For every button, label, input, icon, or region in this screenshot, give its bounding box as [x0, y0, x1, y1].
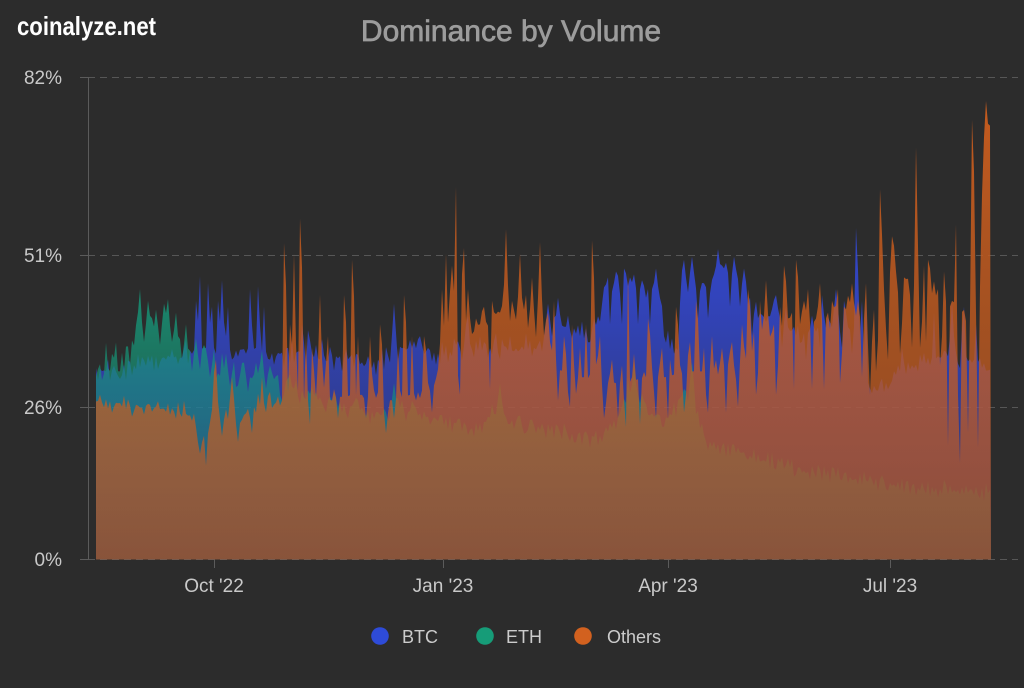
svg-text:Dominance by Volume: Dominance by Volume [361, 15, 661, 48]
svg-text:51%: 51% [24, 246, 62, 267]
svg-text:BTC: BTC [402, 627, 438, 647]
svg-text:26%: 26% [24, 398, 62, 419]
svg-text:Apr '23: Apr '23 [638, 576, 698, 597]
svg-text:0%: 0% [35, 550, 63, 571]
svg-text:82%: 82% [24, 68, 62, 89]
svg-text:ETH: ETH [506, 627, 542, 647]
svg-text:Others: Others [607, 627, 661, 647]
svg-text:coinalyze.net: coinalyze.net [17, 11, 156, 41]
svg-text:Jan '23: Jan '23 [413, 576, 474, 597]
svg-text:Oct '22: Oct '22 [184, 576, 244, 597]
svg-text:Jul '23: Jul '23 [863, 576, 917, 597]
